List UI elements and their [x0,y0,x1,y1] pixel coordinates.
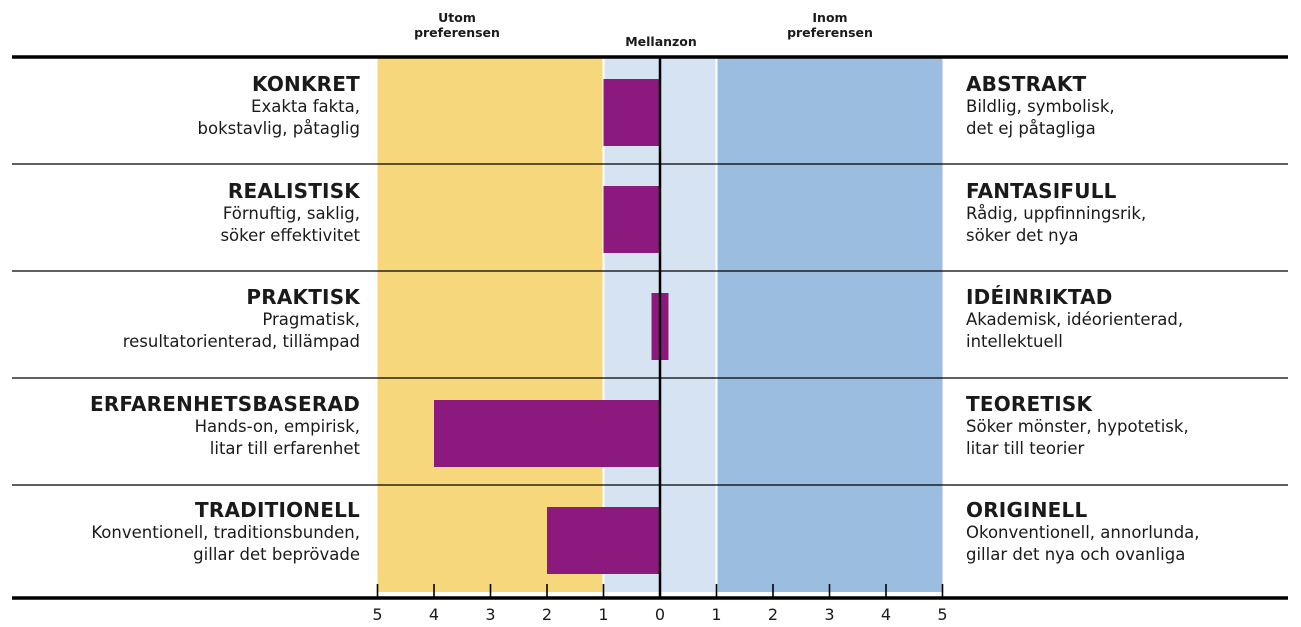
tick-label-5: 0 [655,605,665,624]
row-3-left-desc-line-2: litar till erfarenhet [209,439,360,458]
zone-inside [716,57,943,592]
zone-header-middle: Mellanzon [625,34,697,49]
row-1-left-desc-line-1: Förnuftig, saklig, [222,204,360,223]
tick-label-4: 1 [598,605,608,624]
row-1-left-title: REALISTISK [227,179,360,203]
row-2-left-desc-line-1: Pragmatisk, [262,310,360,329]
tick-label-9: 4 [881,605,891,624]
row-1-right-title: FANTASIFULL [966,179,1117,203]
row-4-left-label: TRADITIONELL Konventionell, traditionsbu… [0,498,360,604]
row-3-right-desc-line-2: litar till teorier [966,439,1085,458]
row-3-left-label: ERFARENHETSBASERAD Hands-on, empirisk, l… [0,392,360,498]
tick-label-1: 4 [429,605,439,624]
bar-row-4 [547,507,660,574]
row-0-left-title: KONKRET [252,72,360,96]
row-0-left-desc-line-1: Exakta fakta, [251,97,360,116]
row-2-left-title: PRAKTISK [246,285,360,309]
row-4-right-desc-line-1: Okonventionell, annorlunda, [966,523,1200,542]
tick-label-2: 3 [485,605,495,624]
row-4-right-title: ORIGINELL [966,498,1088,522]
row-4-right-desc-line-2: gillar det nya och ovanliga [966,545,1186,564]
row-0-right-title: ABSTRAKT [966,72,1087,96]
row-4-right-label: ORIGINELL Okonventionell, annorlunda, gi… [966,498,1296,604]
bar-row-3 [434,400,660,467]
row-1-right-desc-line-1: Rådig, uppfinningsrik, [966,204,1147,223]
row-3-right-desc-line-1: Söker mönster, hypotetisk, [966,417,1189,436]
bar-row-1 [603,186,660,253]
row-0-right-desc-line-2: det ej påtagliga [966,119,1096,138]
row-2-right-label: IDÉINRIKTAD Akademisk, idéorienterad, in… [966,285,1296,391]
tick-label-0: 5 [372,605,382,624]
row-0-right-label: ABSTRAKT Bildlig, symbolisk, det ej påta… [966,72,1296,178]
row-2-left-desc-line-2: resultatorienterad, tillämpad [122,332,360,351]
row-2-right-title: IDÉINRIKTAD [966,285,1113,309]
row-2-right-desc-line-1: Akademisk, idéorienterad, [966,310,1184,329]
tick-label-7: 2 [768,605,778,624]
row-3-right-title: TEORETISK [966,392,1093,416]
row-4-left-desc-line-1: Konventionell, traditionsbunden, [91,523,360,542]
row-3-left-title: ERFARENHETSBASERAD [89,392,360,416]
tick-label-8: 3 [824,605,834,624]
row-1-left-desc-line-2: söker effektivitet [220,226,360,245]
row-1-left-label: REALISTISK Förnuftig, saklig, söker effe… [0,179,360,285]
tick-label-3: 2 [542,605,552,624]
row-1-right-desc-line-2: söker det nya [966,226,1079,245]
row-0-left-label: KONKRET Exakta fakta, bokstavlig, påtagl… [0,72,360,178]
row-3-left-desc-line-1: Hands-on, empirisk, [194,417,360,436]
bar-row-0 [603,79,660,146]
zone-outside [377,57,604,592]
row-3-right-label: TEORETISK Söker mönster, hypotetisk, lit… [966,392,1296,498]
row-2-right-desc-line-2: intellektuell [966,332,1063,351]
zone-header-inside: Inom preferensen [787,10,873,40]
zone-header-outside: Utom preferensen [414,10,500,40]
tick-label-10: 5 [937,605,947,624]
row-4-left-desc-line-2: gillar det beprövade [193,545,360,564]
row-0-right-desc-line-1: Bildlig, symbolisk, [966,97,1115,116]
row-2-left-label: PRAKTISK Pragmatisk, resultatorienterad,… [0,285,360,391]
row-4-left-title: TRADITIONELL [195,498,360,522]
row-0-left-desc-line-2: bokstavlig, påtaglig [197,119,360,138]
row-1-right-label: FANTASIFULL Rådig, uppfinningsrik, söker… [966,179,1296,285]
tick-label-6: 1 [711,605,721,624]
